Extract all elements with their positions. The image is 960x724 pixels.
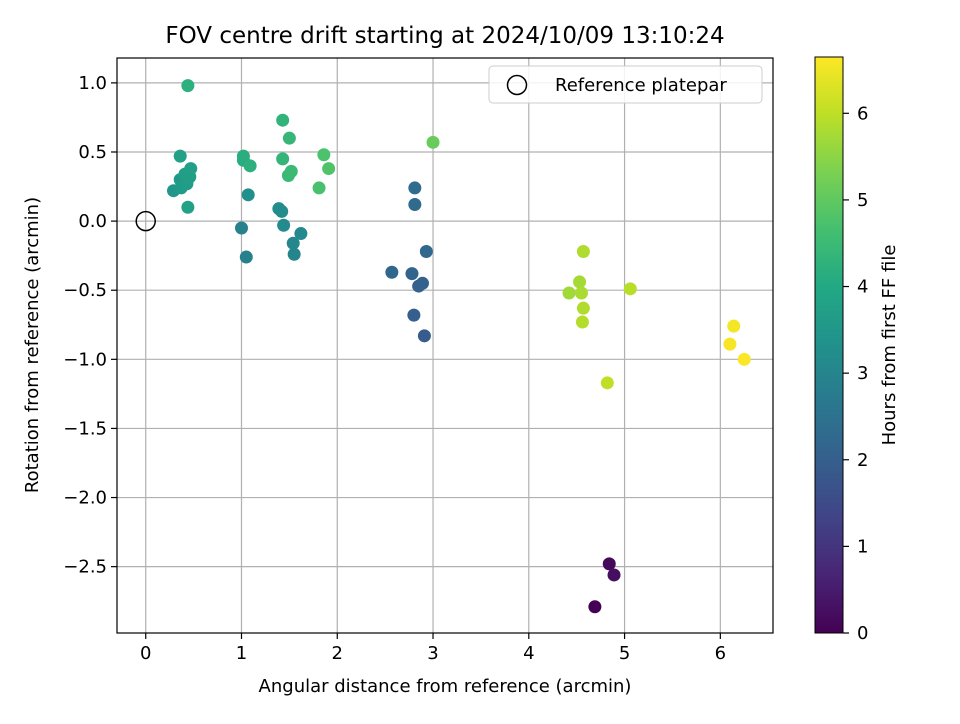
y-tick-label: −1.0: [63, 349, 107, 370]
data-point: [239, 250, 253, 264]
data-point: [287, 247, 301, 261]
data-point: [408, 198, 422, 212]
data-point: [574, 286, 588, 300]
legend: Reference platepar: [488, 65, 763, 104]
colorbar-tick-label: 3: [857, 363, 868, 384]
reference-marker-layer: [135, 210, 156, 232]
data-point: [322, 162, 336, 176]
colorbar-tick-label: 6: [857, 103, 868, 124]
data-point: [575, 315, 589, 329]
data-point: [284, 164, 298, 178]
colorbar-tick-label: 4: [857, 277, 868, 298]
data-point: [234, 221, 248, 235]
colorbar-gradient: [814, 56, 844, 634]
data-point: [407, 308, 421, 322]
data-point: [623, 282, 637, 296]
data-point: [727, 319, 741, 333]
x-tick-label: 1: [236, 643, 247, 664]
x-tick-label: 5: [619, 643, 630, 664]
data-point: [576, 245, 590, 259]
data-point: [243, 159, 257, 173]
data-point: [607, 568, 621, 582]
data-point: [405, 267, 419, 281]
x-tick-label: 6: [715, 643, 726, 664]
y-tick-label: −1.5: [63, 418, 107, 439]
y-tick-label: −0.5: [63, 280, 107, 301]
y-tick-label: 1.0: [78, 73, 107, 94]
chart-title: FOV centre drift starting at 2024/10/09 …: [165, 23, 724, 49]
colorbar-tick-label: 0: [857, 623, 868, 644]
data-point: [317, 148, 331, 162]
data-point: [173, 149, 187, 163]
colorbar-label: Hours from first FF file: [879, 245, 900, 446]
data-point: [417, 329, 431, 343]
data-point: [236, 149, 250, 163]
grid-lines: [117, 58, 773, 633]
x-axis-label: Angular distance from reference (arcmin): [259, 676, 632, 697]
data-point: [276, 152, 290, 166]
y-tick-label: −2.0: [63, 488, 107, 509]
data-point: [602, 557, 616, 571]
x-axis-ticks: 0 1 2 3 4 5 6: [140, 633, 726, 664]
colorbar-tick-label: 1: [857, 536, 868, 557]
x-tick-label: 3: [427, 643, 438, 664]
data-point: [723, 337, 737, 351]
y-tick-label: −2.5: [63, 557, 107, 578]
data-point: [588, 600, 602, 614]
data-point: [576, 301, 590, 315]
data-point: [277, 218, 291, 232]
colorbar-ticks: 0 1 2 3 4 5 6: [843, 103, 868, 644]
data-points: [167, 79, 751, 614]
data-point: [181, 200, 195, 214]
data-point: [181, 79, 195, 93]
data-point: [275, 204, 289, 218]
data-point: [408, 181, 422, 195]
data-point: [385, 265, 399, 279]
x-tick-label: 0: [140, 643, 151, 664]
x-tick-label: 4: [523, 643, 534, 664]
data-point: [573, 275, 587, 289]
legend-reference-marker: [506, 74, 528, 96]
data-point: [286, 236, 300, 250]
y-tick-label: 0.5: [78, 142, 107, 163]
y-tick-label: 0.0: [78, 211, 107, 232]
data-point: [312, 181, 326, 195]
colorbar: 0 1 2 3 4 5 6 Hours from first FF file: [814, 56, 900, 644]
legend-box: [488, 65, 763, 104]
data-point: [415, 276, 429, 290]
data-point: [562, 286, 576, 300]
data-point: [426, 135, 440, 149]
colorbar-tick-label: 5: [857, 190, 868, 211]
y-axis-label: Rotation from reference (arcmin): [22, 197, 43, 493]
y-axis-ticks: 1.0 0.5 0.0 −0.5 −1.0 −1.5 −2.0 −2.5: [63, 73, 117, 578]
colorbar-tick-label: 2: [857, 450, 868, 471]
x-tick-label: 2: [332, 643, 343, 664]
plot-area: [117, 58, 773, 633]
data-point: [184, 162, 198, 176]
reference-platepar-marker: [135, 210, 156, 232]
data-point: [241, 188, 255, 202]
data-point: [282, 131, 296, 145]
data-point: [419, 245, 433, 259]
legend-entry-reference: Reference platepar: [555, 75, 727, 96]
data-point: [737, 352, 751, 366]
data-point: [276, 113, 290, 127]
plot-frame: [116, 57, 774, 634]
data-point: [600, 376, 614, 390]
data-point: [294, 227, 308, 241]
